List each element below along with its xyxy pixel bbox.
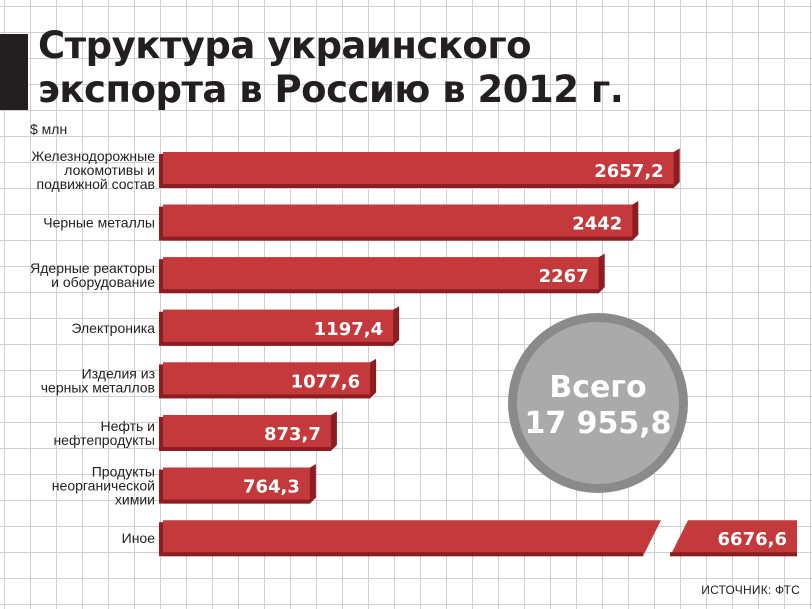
category-label-line: Изделия из [82, 365, 155, 381]
category-label-line: локомотивы и [64, 162, 155, 178]
bar-bottom-edge [163, 341, 394, 346]
category-label-line: подвижной состав [36, 176, 155, 192]
bar-segment-left [163, 520, 661, 557]
bar-row: 873,7 Нефть и нефтепродукты [53, 411, 337, 451]
category-label: Изделия из черных металлов [41, 365, 155, 395]
source-label: ИСТОЧНИК: ФТС [701, 583, 800, 597]
bar-start-edge [159, 206, 163, 241]
chart-title-line2: экспорта в Россию в 2012 г. [38, 68, 624, 111]
category-label-line: химии [115, 492, 155, 508]
bar-row: 2657,2 Железнодорожные локомотивы и подвижн… [31, 148, 680, 192]
bar-value-label: 6676,6 [718, 529, 787, 550]
bar-bottom-edge [670, 552, 797, 557]
bar [163, 257, 599, 294]
bar-bottom-edge [163, 499, 310, 504]
bar-value-label: 764,3 [243, 477, 300, 498]
bar-value-label: 1197,4 [314, 319, 383, 340]
bar-bottom-edge [163, 394, 371, 399]
category-label: Иное [122, 530, 156, 546]
bar-start-edge [159, 522, 163, 557]
bar-bottom-edge [163, 184, 674, 188]
bar-bottom-edge [163, 447, 331, 451]
chart-title-line1: Структура украинского [38, 24, 532, 67]
bar-start-edge [159, 469, 163, 504]
bar-value-label: 2657,2 [594, 161, 663, 182]
category-label: Продукты неорганической химии [52, 464, 155, 508]
bar-start-edge [159, 417, 163, 451]
category-label: Нефть и нефтепродукты [53, 418, 155, 448]
bar-bottom-edge [163, 552, 643, 557]
bar-row: 1197,4 Электроника [71, 306, 400, 346]
category-label-line: черных металлов [41, 379, 155, 395]
total-value: 17 955,8 [524, 406, 671, 441]
bar-row: 764,3 Продукты неорганической химии [52, 464, 316, 508]
bar-value-label: 2442 [572, 214, 622, 235]
title-accent-bar [0, 34, 28, 110]
category-label-line: нефтепродукты [53, 432, 155, 448]
bar-value-label: 873,7 [264, 424, 321, 445]
category-label-line: Нефть и [100, 418, 155, 434]
category-label-line: Электроника [71, 320, 155, 336]
category-label-line: неорганической [52, 478, 155, 494]
category-label-line: Иное [122, 530, 156, 546]
bar-segment-right [670, 520, 797, 557]
bar [163, 204, 633, 241]
chart-title: Структура украинского экспорта в Россию … [38, 24, 638, 112]
bar [163, 467, 310, 504]
bar-row: 1077,6 Изделия из черных металлов [41, 358, 377, 399]
category-label-line: и оборудование [51, 274, 155, 290]
bar [163, 309, 394, 346]
bar-bottom-edge [163, 236, 633, 241]
bar [163, 152, 674, 188]
category-label: Железнодорожные локомотивы и подвижной сос… [31, 148, 155, 192]
bar [163, 415, 331, 451]
bar-value-label: 2267 [539, 266, 589, 287]
bar-start-edge [159, 154, 163, 188]
bar-row: 2267 Ядерные реакторы и оборудование [30, 253, 605, 294]
category-label-line: Железнодорожные [31, 148, 155, 164]
bar-row: 6676,6 Иное [122, 520, 797, 557]
bar-bottom-edge [163, 289, 599, 294]
total-circle [517, 322, 679, 484]
bar-start-edge [159, 259, 163, 294]
category-label: Электроника [71, 320, 155, 336]
category-label-line: Продукты [92, 464, 155, 480]
bar-value-label: 1077,6 [291, 371, 360, 392]
unit-label: $ млн [30, 121, 68, 137]
bar-start-edge [159, 311, 163, 346]
category-label: Черные металлы [43, 215, 155, 231]
category-label-line: Ядерные реакторы [30, 260, 155, 276]
bar-start-edge [159, 364, 163, 399]
category-label-line: Черные металлы [43, 215, 155, 231]
total-label: Всего [549, 370, 646, 405]
category-label: Ядерные реакторы и оборудование [30, 260, 155, 290]
bar [163, 362, 371, 399]
bar-row: 2442 Черные металлы [43, 201, 639, 241]
